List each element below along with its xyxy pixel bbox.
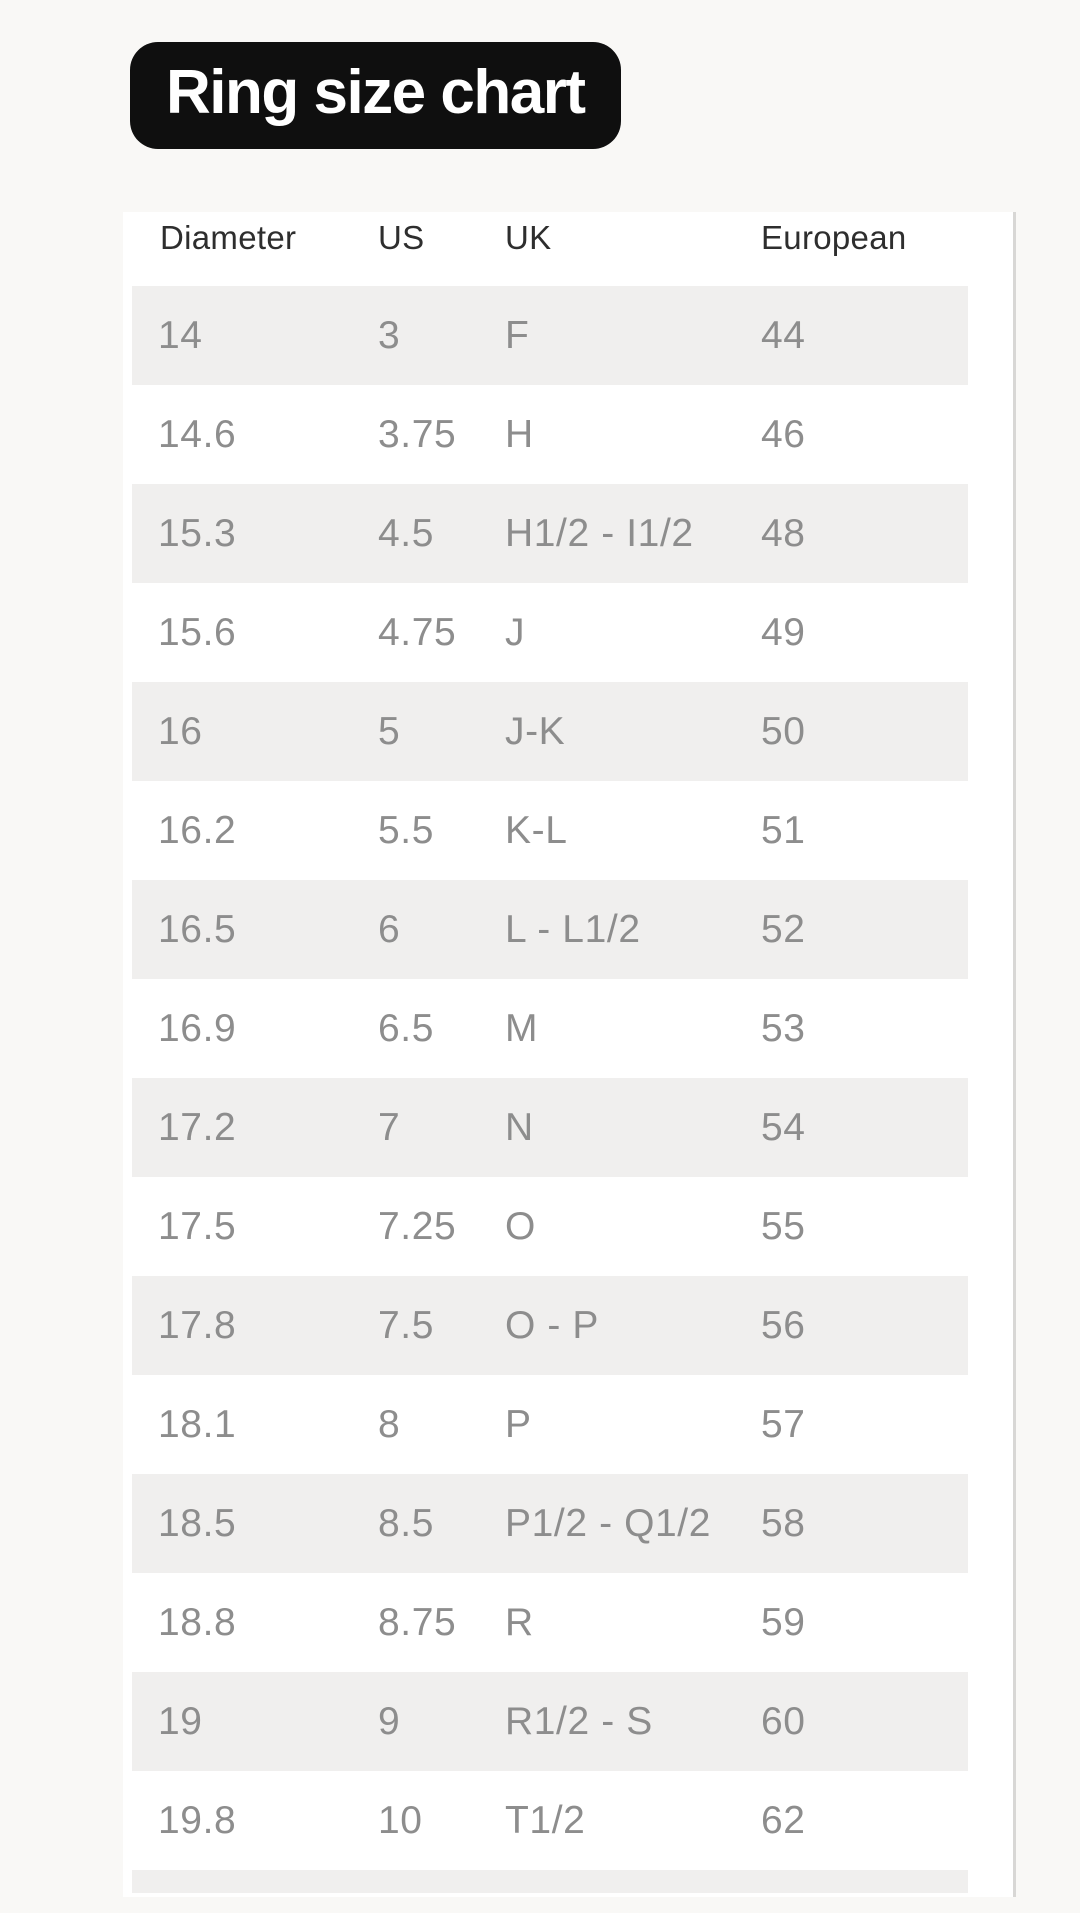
column-header-us: US — [378, 219, 425, 256]
table-cell: 53 — [761, 1006, 806, 1050]
table-cell: 10 — [378, 1798, 423, 1842]
table-cell: 18.8 — [158, 1600, 237, 1644]
table-cell: 8.75 — [378, 1600, 457, 1644]
table-cell: 62 — [761, 1798, 806, 1842]
table-row: 18.5 8.5 P1/2 - Q1/2 58 — [132, 1474, 968, 1573]
table-cell: 8.5 — [378, 1501, 435, 1545]
table-row: 17.2 7 N 54 — [132, 1078, 968, 1177]
column-header-european: European — [761, 219, 907, 256]
table-cell: 59 — [761, 1600, 806, 1644]
table-cell: H — [505, 412, 534, 456]
table-cell: R — [505, 1600, 534, 1644]
table-cell: 14 — [158, 313, 203, 357]
table-cell: 9 — [378, 1699, 401, 1743]
table-cell: R1/2 - S — [505, 1699, 653, 1743]
table-cell: 46 — [761, 412, 806, 456]
page-title: Ring size chart — [130, 42, 621, 149]
table-header-row: Diameter US UK European — [123, 212, 1016, 286]
table-cell: F — [505, 313, 530, 357]
column-header-uk: UK — [505, 219, 552, 256]
table-row: 15.3 4.5 H1/2 - I1/2 48 — [132, 484, 968, 583]
table-row: 15.6 4.75 J 49 — [132, 583, 968, 682]
table-cell: N — [505, 1105, 534, 1149]
table-row: 16.2 5.5 K-L 51 — [132, 781, 968, 880]
table-cell: 17.2 — [158, 1105, 237, 1149]
table-cell: T1/2 — [505, 1798, 586, 1842]
table-row: 18.8 8.75 R 59 — [132, 1573, 968, 1672]
table-cell: 15.6 — [158, 610, 237, 654]
table-cell: 3.75 — [378, 412, 457, 456]
table-cell: P1/2 - Q1/2 — [505, 1501, 712, 1545]
column-header-diameter: Diameter — [160, 219, 297, 256]
table-cell: 52 — [761, 907, 806, 951]
table-cell: 44 — [761, 313, 806, 357]
table-cell: 49 — [761, 610, 806, 654]
table-row: 16.9 6.5 M 53 — [132, 979, 968, 1078]
table-row: 19.8 10 T1/2 62 — [132, 1771, 968, 1870]
table-cell: 14.6 — [158, 412, 237, 456]
table-cell: 5.5 — [378, 808, 435, 852]
table-cell: 60 — [761, 1699, 806, 1743]
table-cell: 3 — [378, 313, 401, 357]
table-cell: O — [505, 1204, 536, 1248]
table-cell: 51 — [761, 808, 806, 852]
table-cell: J-K — [505, 709, 566, 753]
table-body: 14 3 F 44 14.6 3.75 H 46 15.3 4.5 H1/2 - I1/2 48 15.… — [132, 286, 968, 1870]
table-row: 18.1 8 P 57 — [132, 1375, 968, 1474]
table-row: 16.5 6 L - L1/2 52 — [132, 880, 968, 979]
table-cell: 54 — [761, 1105, 806, 1149]
table-cell: 6 — [378, 907, 401, 951]
table-cell: J — [505, 610, 526, 654]
ring-size-table: Diameter US UK European 14 3 F 44 14.6 3.75 H 4… — [123, 212, 1016, 1897]
table-cell: 7.25 — [378, 1204, 457, 1248]
table-row: 14.6 3.75 H 46 — [132, 385, 968, 484]
table-cell: H1/2 - I1/2 — [505, 511, 694, 555]
table-cell: 17.5 — [158, 1204, 237, 1248]
table-cell: 50 — [761, 709, 806, 753]
table-cell: 4.75 — [378, 610, 457, 654]
table-cell: 7.5 — [378, 1303, 435, 1347]
table-cell: 4.5 — [378, 511, 435, 555]
table-cell: 57 — [761, 1402, 806, 1446]
table-cell: 17.8 — [158, 1303, 237, 1347]
table-cell: 16.5 — [158, 907, 237, 951]
next-row-partial — [132, 1870, 968, 1893]
table-cell: 7 — [378, 1105, 401, 1149]
scrollbar[interactable] — [1013, 212, 1016, 1897]
table-cell: 18.1 — [158, 1402, 237, 1446]
table-cell: 18.5 — [158, 1501, 237, 1545]
table-row: 17.8 7.5 O - P 56 — [132, 1276, 968, 1375]
table-cell: 55 — [761, 1204, 806, 1248]
table-cell: O - P — [505, 1303, 600, 1347]
table-cell: K-L — [505, 808, 568, 852]
table-cell: 19 — [158, 1699, 203, 1743]
table-cell: 56 — [761, 1303, 806, 1347]
table-cell: 16.9 — [158, 1006, 237, 1050]
table-cell: 16.2 — [158, 808, 237, 852]
table-cell: 58 — [761, 1501, 806, 1545]
table-cell: L - L1/2 — [505, 907, 641, 951]
table-cell: M — [505, 1006, 539, 1050]
table-cell: P — [505, 1402, 532, 1446]
table-cell: 48 — [761, 511, 806, 555]
table-row: 17.5 7.25 O 55 — [132, 1177, 968, 1276]
table-cell: 5 — [378, 709, 401, 753]
table-cell: 6.5 — [378, 1006, 435, 1050]
table-row: 16 5 J-K 50 — [132, 682, 968, 781]
table-cell: 19.8 — [158, 1798, 237, 1842]
table-cell: 16 — [158, 709, 203, 753]
table-row: 19 9 R1/2 - S 60 — [132, 1672, 968, 1771]
table-cell: 15.3 — [158, 511, 237, 555]
table-cell: 8 — [378, 1402, 401, 1446]
table-row: 14 3 F 44 — [132, 286, 968, 385]
